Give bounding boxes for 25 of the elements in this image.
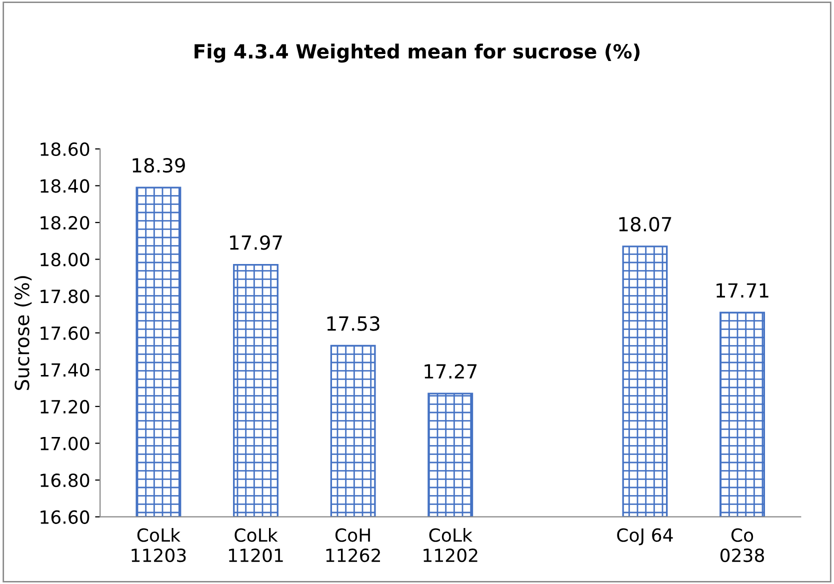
x-tick-label: Co 0238	[720, 528, 764, 562]
data-label: 18.39	[132, 158, 185, 173]
data-label: 18.07	[619, 216, 672, 232]
x-tick-label: CoLk 11203	[132, 528, 186, 562]
x-tick-label: CoLk 11201	[229, 528, 283, 562]
data-label: 17.27	[424, 364, 477, 378]
y-tick-label: 17.00	[40, 436, 90, 450]
x-tick-label: CoJ 64	[617, 528, 673, 546]
x-tick-label: CoH 11262	[326, 528, 380, 562]
chart-title: Fig 4.3.4 Weighted mean for sucrose (%)	[194, 44, 640, 63]
y-tick-label: 17.80	[40, 290, 90, 304]
y-tick-label: 18.20	[40, 216, 90, 230]
y-tick-label: 17.60	[40, 326, 90, 340]
x-tick-label: CoLk 11202	[424, 528, 478, 562]
y-tick-label: 17.40	[40, 363, 90, 377]
data-label: 17.53	[327, 316, 380, 331]
y-tick-label: 16.80	[40, 474, 90, 488]
y-tick-label: 17.20	[40, 400, 90, 414]
data-label: 17.71	[716, 283, 768, 298]
y-tick-label: 18.40	[40, 179, 90, 193]
y-tick-label: 16.60	[40, 510, 90, 524]
y-axis-title: Sucrose (%)	[14, 276, 32, 390]
y-tick-label: 18.60	[40, 142, 90, 156]
data-label: 17.97	[230, 235, 282, 250]
y-tick-label: 18.00	[40, 252, 90, 266]
